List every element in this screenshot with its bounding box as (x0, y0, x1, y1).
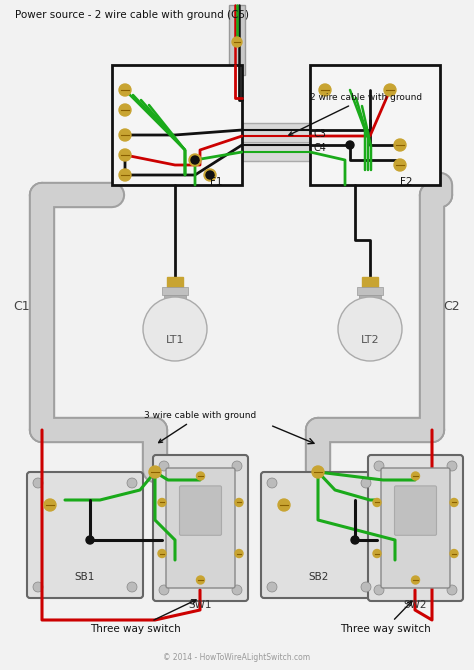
Text: Power source - 2 wire cable with ground (C5): Power source - 2 wire cable with ground … (15, 10, 249, 20)
Circle shape (33, 582, 43, 592)
Circle shape (450, 498, 458, 507)
Bar (112, 65, 242, 185)
Circle shape (384, 84, 396, 96)
Circle shape (204, 169, 216, 181)
Circle shape (119, 129, 131, 141)
Text: C3: C3 (314, 129, 327, 139)
Text: C4: C4 (314, 143, 327, 153)
Text: 3 wire cable with ground: 3 wire cable with ground (144, 411, 256, 443)
Bar (362, 277, 378, 287)
Text: SB1: SB1 (75, 572, 95, 582)
FancyBboxPatch shape (153, 455, 248, 601)
Circle shape (158, 549, 166, 557)
Circle shape (235, 498, 243, 507)
Circle shape (447, 461, 457, 471)
FancyBboxPatch shape (27, 472, 143, 598)
Text: F1: F1 (210, 177, 222, 187)
Circle shape (189, 154, 201, 166)
Circle shape (127, 582, 137, 592)
FancyBboxPatch shape (394, 486, 437, 535)
Circle shape (411, 472, 419, 480)
Circle shape (267, 478, 277, 488)
Circle shape (450, 549, 458, 557)
FancyBboxPatch shape (368, 455, 463, 601)
Bar (359, 295, 381, 301)
Circle shape (373, 549, 381, 557)
Circle shape (361, 582, 371, 592)
FancyBboxPatch shape (261, 472, 377, 598)
Circle shape (232, 37, 242, 47)
Text: Three way switch: Three way switch (90, 600, 196, 634)
Bar (164, 295, 186, 301)
FancyBboxPatch shape (180, 486, 221, 535)
Circle shape (374, 585, 384, 595)
Circle shape (159, 585, 169, 595)
FancyBboxPatch shape (166, 468, 235, 588)
Circle shape (44, 499, 56, 511)
Bar (167, 277, 183, 287)
Circle shape (119, 149, 131, 161)
Text: SB2: SB2 (309, 572, 329, 582)
Circle shape (278, 499, 290, 511)
Circle shape (197, 472, 204, 480)
Bar (310, 65, 440, 185)
Circle shape (127, 478, 137, 488)
Circle shape (149, 466, 161, 478)
Text: C2: C2 (444, 300, 460, 313)
Circle shape (351, 536, 359, 544)
Circle shape (235, 549, 243, 557)
Text: LT1: LT1 (166, 335, 184, 345)
Circle shape (394, 159, 406, 171)
Circle shape (119, 84, 131, 96)
Text: SW1: SW1 (189, 600, 212, 610)
Text: C1: C1 (14, 300, 30, 313)
Bar (229, 5, 245, 75)
Circle shape (346, 141, 354, 149)
Circle shape (232, 461, 242, 471)
Circle shape (411, 576, 419, 584)
Circle shape (206, 171, 214, 179)
Circle shape (319, 84, 331, 96)
Circle shape (232, 585, 242, 595)
Circle shape (394, 139, 406, 151)
Circle shape (373, 498, 381, 507)
Text: Three way switch: Three way switch (340, 601, 430, 634)
Circle shape (267, 582, 277, 592)
Circle shape (197, 576, 204, 584)
Circle shape (191, 156, 199, 164)
Circle shape (86, 536, 94, 544)
Circle shape (158, 498, 166, 507)
Circle shape (159, 461, 169, 471)
Bar (162, 287, 188, 295)
Bar (357, 287, 383, 295)
Bar (242, 123, 310, 161)
FancyBboxPatch shape (381, 468, 450, 588)
Circle shape (312, 466, 324, 478)
Text: F2: F2 (400, 177, 412, 187)
Text: LT2: LT2 (361, 335, 379, 345)
Text: © 2014 - HowToWireALightSwitch.com: © 2014 - HowToWireALightSwitch.com (164, 653, 310, 662)
Circle shape (143, 297, 207, 361)
Circle shape (361, 478, 371, 488)
Circle shape (338, 297, 402, 361)
Circle shape (119, 169, 131, 181)
Circle shape (447, 585, 457, 595)
Circle shape (374, 461, 384, 471)
Text: 2 wire cable with ground: 2 wire cable with ground (289, 93, 422, 135)
Text: SW2: SW2 (404, 600, 427, 610)
Circle shape (119, 104, 131, 116)
Circle shape (33, 478, 43, 488)
